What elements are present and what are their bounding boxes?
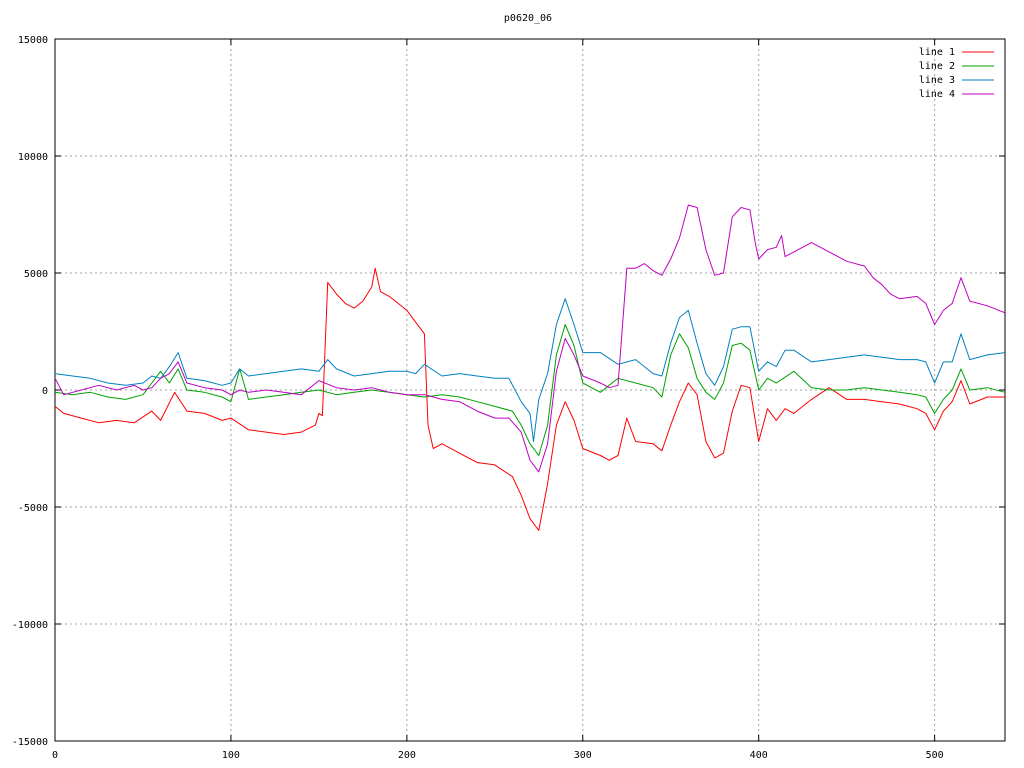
legend-label-2: line 2 xyxy=(919,61,955,72)
x-tick-label: 400 xyxy=(750,750,768,761)
axes: 0 100 200 300 400 500 -15000 -10000 -5000 0 5000 10… xyxy=(12,35,1006,761)
x-tick-label: 0 xyxy=(52,750,58,761)
y-tick-label: 0 xyxy=(42,386,48,397)
x-tick-label: 100 xyxy=(222,750,240,761)
legend-label-4: line 4 xyxy=(919,89,955,100)
chart-title: p0620_06 xyxy=(504,13,552,24)
legend-label-1: line 1 xyxy=(919,47,955,58)
x-tick-label: 500 xyxy=(926,750,944,761)
y-tick-label: 5000 xyxy=(24,269,48,280)
series-line-2 xyxy=(54,324,1006,456)
y-tick-label: -10000 xyxy=(12,620,48,631)
y-tick-label: 10000 xyxy=(18,152,48,163)
series-group xyxy=(54,204,1006,531)
y-tick-label: 15000 xyxy=(18,35,48,46)
x-tick-label: 300 xyxy=(574,750,592,761)
y-tick-label: -5000 xyxy=(18,503,48,514)
series-line-3 xyxy=(54,298,1006,442)
series-line-4 xyxy=(54,204,1006,473)
series-line-1 xyxy=(54,267,1005,531)
legend: line 1 line 2 line 3 line 4 xyxy=(919,47,994,100)
y-tick-label: -15000 xyxy=(12,737,48,748)
x-tick-label: 200 xyxy=(398,750,416,761)
legend-label-3: line 3 xyxy=(919,75,955,86)
